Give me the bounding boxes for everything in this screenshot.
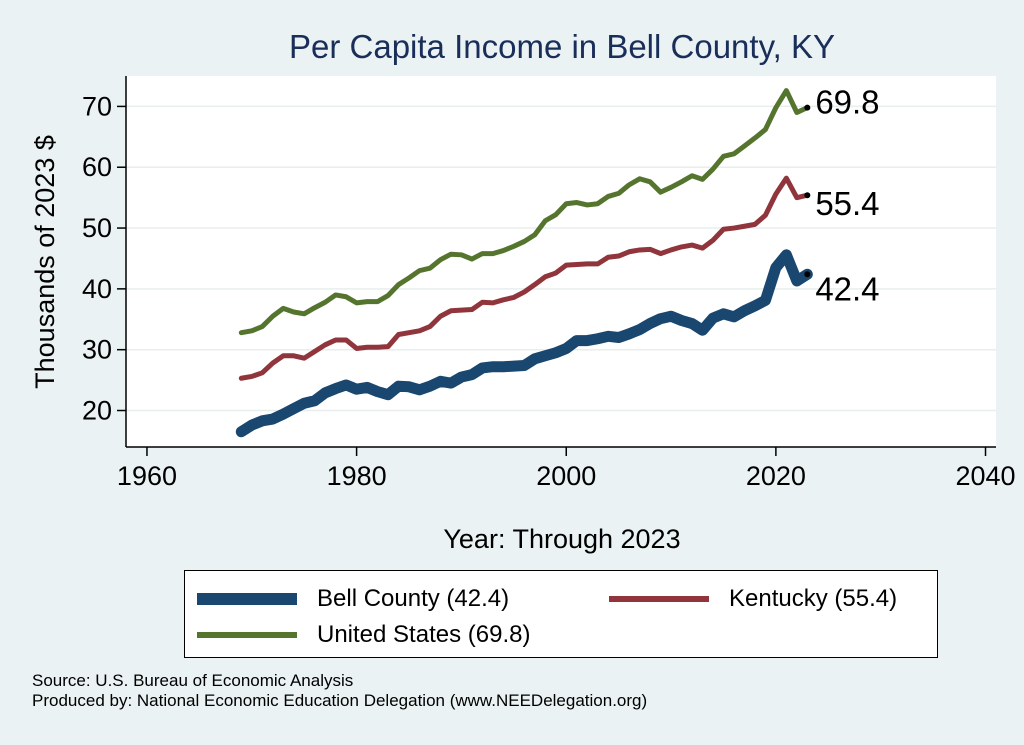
end-label-kentucky: 55.4 — [815, 185, 879, 222]
y-tick-label-50: 50 — [82, 213, 112, 243]
end-point-kentucky — [804, 192, 811, 199]
end-label-united-states: 69.8 — [815, 84, 879, 121]
series-line-kentucky — [238, 175, 810, 381]
end-point-united-states — [804, 104, 811, 111]
series-layer — [235, 88, 813, 438]
series-line-united-states — [238, 88, 810, 336]
y-tick-label-20: 20 — [82, 396, 112, 426]
axes: 20 30 40 50 60 70 1960 1980 2000 2020 2040 — [82, 76, 1016, 491]
x-tick-label-1960: 1960 — [117, 461, 177, 491]
legend-label-united-states: United States (69.8) — [317, 621, 531, 648]
legend-swatch-united-states — [197, 632, 297, 638]
legend-swatch-bell-county — [197, 593, 297, 605]
x-tick-label-2040: 2040 — [955, 461, 1015, 491]
x-tick-label-2020: 2020 — [746, 461, 806, 491]
legend-label-bell-county: Bell County (42.4) — [317, 585, 510, 612]
x-tick-label-2000: 2000 — [536, 461, 596, 491]
source-line: Source: U.S. Bureau of Economic Analysis — [32, 671, 354, 690]
y-axis-title: Thousands of 2023 $ — [30, 135, 60, 389]
end-point-bell-county — [804, 271, 811, 278]
y-tick-label-60: 60 — [82, 152, 112, 182]
end-label-bell-county: 42.4 — [815, 270, 879, 307]
plot-area — [126, 76, 996, 447]
legend-item-kentucky: Kentucky (55.4) — [609, 585, 897, 613]
y-tick-label-70: 70 — [82, 91, 112, 121]
legend-swatch-kentucky — [609, 596, 709, 602]
legend-item-united-states: United States (69.8) — [197, 621, 530, 649]
y-tick-label-30: 30 — [82, 335, 112, 365]
producer-line: Produced by: National Economic Education… — [32, 691, 648, 710]
x-axis-title: Year: Through 2023 — [443, 524, 680, 554]
y-tick-label-40: 40 — [82, 274, 112, 304]
x-tick-label-1980: 1980 — [327, 461, 387, 491]
end-labels: 42.4 55.4 69.8 — [804, 84, 880, 307]
legend: Bell County (42.4) Kentucky (55.4) Unite… — [184, 570, 938, 658]
chart-title: Per Capita Income in Bell County, KY — [289, 28, 835, 65]
legend-item-bell-county: Bell County (42.4) — [197, 585, 509, 613]
series-line-bell-county — [235, 249, 813, 438]
source-note: Source: U.S. Bureau of Economic Analysis… — [32, 671, 647, 711]
legend-label-kentucky: Kentucky (55.4) — [729, 585, 898, 612]
